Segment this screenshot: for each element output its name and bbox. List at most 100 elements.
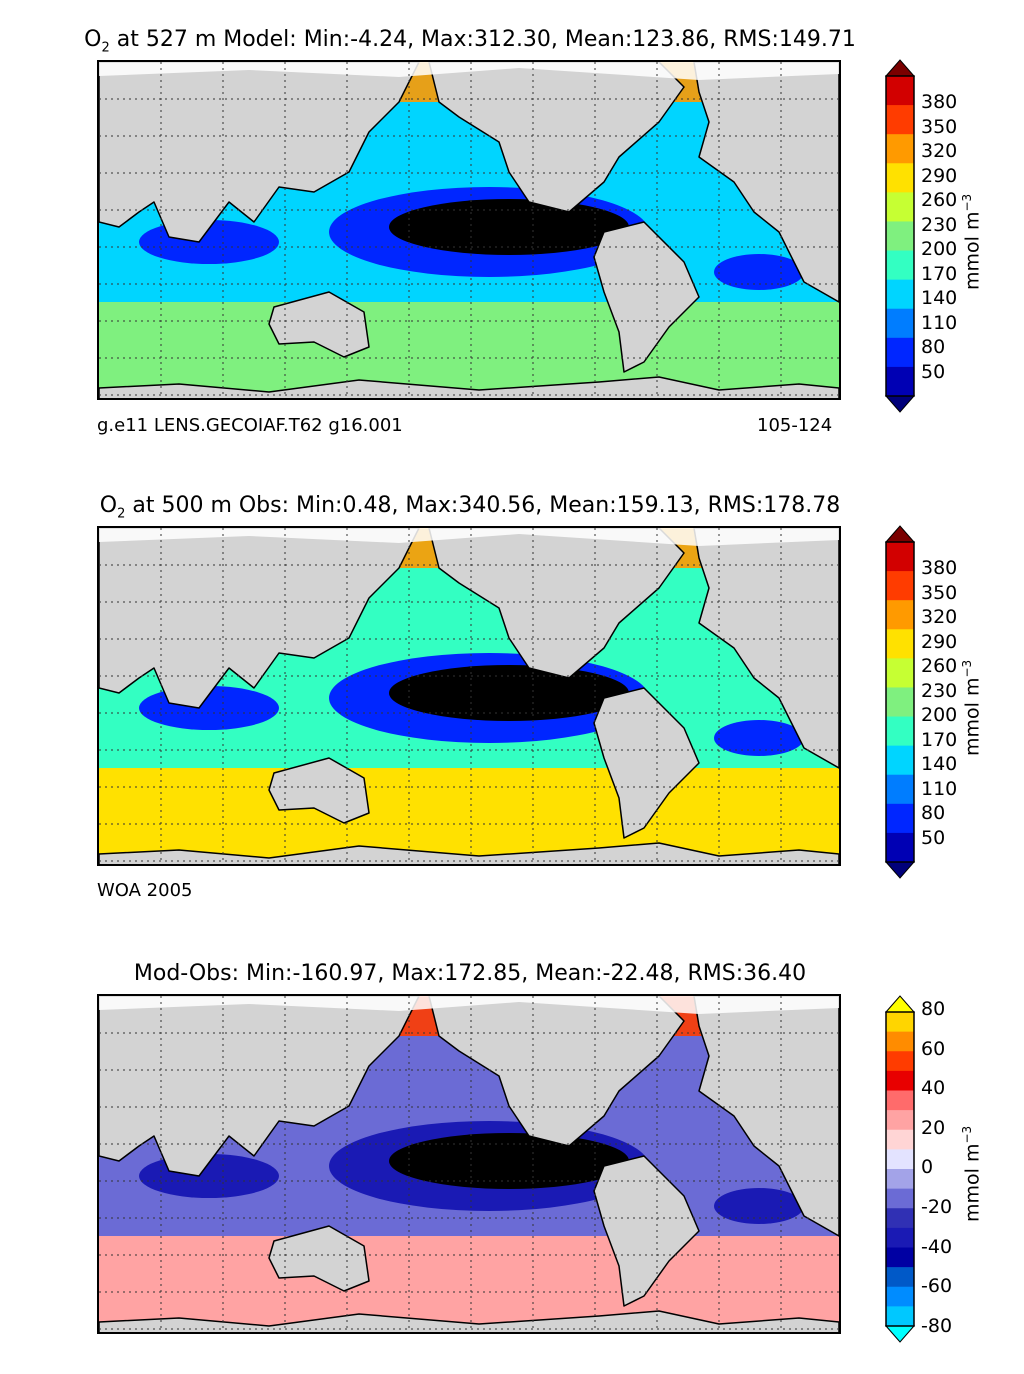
unit-label: mmol m−3 [960,193,984,290]
colorbar [884,59,916,413]
colorbar [884,525,916,879]
colorbar-tick-label: 290 [921,164,958,187]
colorbar-segment [886,1267,914,1288]
colorbar-segment [886,105,914,135]
colorbar-bottom-cap [884,395,916,413]
colorbar-tick-label: 380 [921,91,958,113]
colorbar-segment [886,803,914,834]
panel-title: Mod-Obs: Min:-160.97, Max:172.85, Mean:-… [133,961,807,986]
colorbar-segment [886,1247,914,1268]
colorbar-tick-label: -20 [921,1196,953,1218]
colorbar-segment [886,1090,914,1111]
atlantic-low [714,720,804,756]
colorbar-tick-label: 170 [921,728,958,751]
map-svg [99,528,839,864]
panel-title: O2 at 500 m Obs: Min:0.48, Max:340.56, M… [99,493,841,522]
pacific-minimum-zone [389,665,629,721]
southern-ocean-band [99,768,839,864]
colorbar-segment [886,1031,914,1052]
land-eurasia [99,996,420,1177]
colorbar-tick-label: 110 [921,777,958,800]
colorbar-tick-label: 200 [921,704,958,726]
sea-ice-north [99,528,839,546]
land-southAmerica [593,687,700,839]
southern-ocean-band [99,302,839,398]
colorbar-svg [884,59,916,413]
atlantic-low [714,1188,804,1224]
colorbar-segment [886,1129,914,1150]
colorbar-segment [886,629,914,659]
land-northAmerica [428,528,685,679]
colorbar-segment [886,745,914,776]
colorbar-segment [886,1012,914,1033]
colorbar-segment [886,1286,914,1307]
unit-label: mmol m−3 [960,659,984,756]
colorbar-tick-label: -40 [921,1235,953,1258]
land-eurasia [99,62,420,243]
colorbar-tick-label: -60 [921,1275,953,1298]
colorbar-segment [886,774,914,805]
land-africaEurope [693,996,839,1237]
colorbar-segment [886,600,914,630]
colorbar-tick-label: 350 [921,115,958,138]
map-plot [97,60,841,400]
colorbar-tick-label: 110 [921,311,958,334]
colorbar-segment [886,250,914,281]
land-australia [268,291,370,358]
colorbar-segment [886,221,914,252]
colorbar-tick-label: 140 [921,287,958,309]
colorbar-top-cap [884,59,916,77]
colorbar-segment [886,192,914,222]
colorbar-tick-label: 230 [921,679,958,702]
colorbar-segment [886,1188,914,1209]
colorbar [884,995,916,1343]
colorbar-segment [886,1169,914,1190]
colorbar-segment [886,76,914,106]
colorbar-tick-label: 40 [921,1077,946,1100]
colorbar-tick-label: 320 [921,140,958,162]
footer-left: g.e11 LENS.GECOIAF.T62 g16.001 [97,415,403,436]
colorbar-tick-label: 350 [921,581,958,604]
colorbar-tick-label: 260 [921,655,958,677]
colorbar-segment [886,279,914,310]
unit-label: mmol m−3 [960,1125,984,1222]
colorbar-tick-label: 50 [921,826,946,849]
colorbar-top-cap [884,995,916,1013]
colorbar-top-cap [884,525,916,543]
colorbar-tick-label: 140 [921,753,958,775]
colorbar-segment [886,1208,914,1229]
colorbar-tick-label: 290 [921,630,958,653]
colorbar-segment [886,658,914,688]
colorbar-segment [886,687,914,718]
map-plot [97,526,841,866]
colorbar-segment [886,1110,914,1131]
colorbar-segment [886,571,914,601]
land-northAmerica [428,62,685,213]
land-africaEurope [693,62,839,303]
footer-left: WOA 2005 [97,880,193,901]
land-eurasia [99,528,420,709]
southern-ocean-band [99,1236,839,1332]
colorbar-svg [884,995,916,1343]
colorbar-segment [886,134,914,164]
colorbar-tick-label: 0 [921,1156,934,1179]
land-antarctica [99,1310,839,1332]
colorbar-tick-label: 20 [921,1116,946,1139]
land-antarctica [99,842,839,864]
colorbar-segment [886,337,914,368]
colorbar-tick-label: -80 [921,1314,953,1337]
land-australia [268,757,370,824]
pacific-minimum-zone [389,1133,629,1189]
colorbar-tick-label: 80 [921,336,946,358]
colorbar-segment [886,163,914,193]
land-africaEurope [693,528,839,769]
colorbar-tick-label: 50 [921,360,946,383]
colorbar-segment [886,1149,914,1170]
land-southAmerica [593,221,700,373]
colorbar-frame [885,75,915,397]
colorbar-bottom-cap [884,861,916,879]
colorbar-tick-label: 80 [921,998,946,1020]
colorbar-svg [884,525,916,879]
colorbar-segment [886,1051,914,1072]
colorbar-segment [886,308,914,339]
